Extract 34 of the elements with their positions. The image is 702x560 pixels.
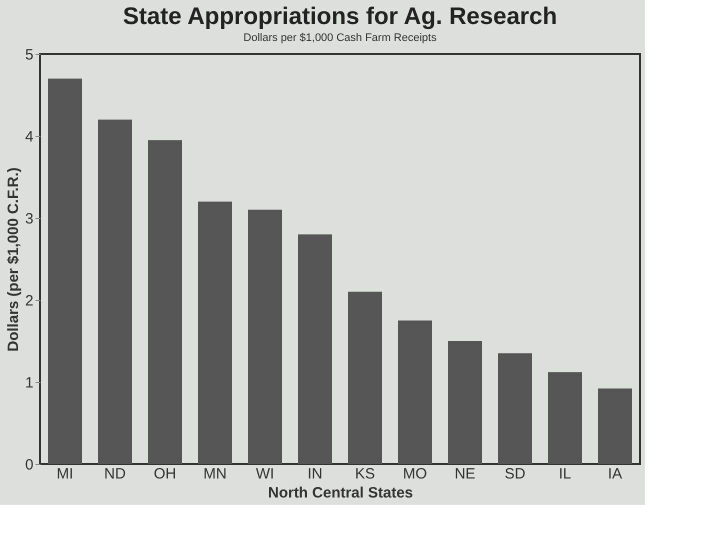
chart-subtitle: Dollars per $1,000 Cash Farm Receipts bbox=[243, 32, 438, 44]
x-tick-label: IN bbox=[308, 466, 322, 482]
y-tick-label: 3 bbox=[25, 210, 34, 228]
x-tick-label: IL bbox=[558, 466, 572, 482]
y-tick-label: 0 bbox=[25, 456, 34, 474]
x-tick-label: ND bbox=[104, 466, 126, 482]
x-tick-label: MN bbox=[203, 466, 227, 482]
x-tick-label: KS bbox=[354, 466, 376, 482]
bar bbox=[498, 353, 532, 464]
bar bbox=[48, 78, 82, 464]
x-tick-label: SD bbox=[504, 466, 526, 482]
bar bbox=[148, 140, 182, 464]
x-tick-label: MO bbox=[402, 466, 428, 482]
bar bbox=[398, 320, 432, 464]
y-tick-label: 2 bbox=[25, 292, 34, 310]
x-tick-label: OH bbox=[154, 466, 176, 482]
x-tick-label: WI bbox=[256, 466, 274, 482]
x-tick-label: MI bbox=[56, 466, 74, 482]
x-tick-label: NE bbox=[454, 466, 476, 482]
chart-title: State Appropriations for Ag. Research bbox=[122, 3, 558, 30]
bar bbox=[198, 202, 232, 464]
y-tick-label: 5 bbox=[25, 46, 34, 64]
bar bbox=[98, 120, 132, 464]
bar bbox=[248, 210, 282, 464]
bar bbox=[348, 292, 382, 464]
x-tick-label: IA bbox=[608, 466, 622, 482]
bar bbox=[548, 372, 582, 464]
x-axis-title: North Central States bbox=[268, 484, 414, 502]
y-tick-label: 4 bbox=[25, 128, 34, 146]
bar bbox=[598, 388, 632, 464]
y-axis-title: Dollars (per $1,000 C.F.R.) bbox=[5, 167, 22, 352]
y-tick-label: 1 bbox=[25, 374, 34, 392]
bar bbox=[448, 341, 482, 464]
bar bbox=[298, 234, 332, 464]
